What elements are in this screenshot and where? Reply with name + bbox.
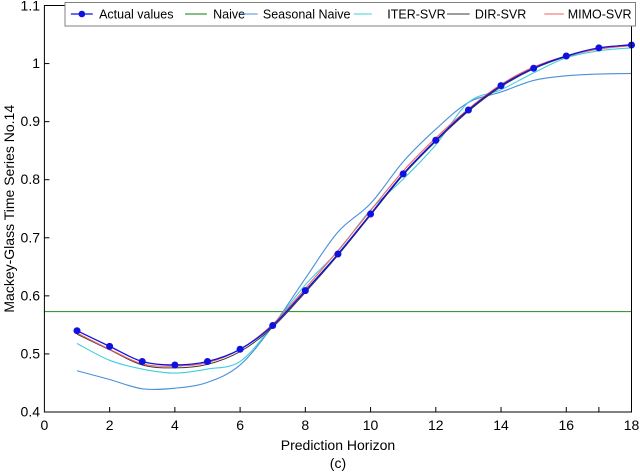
svg-text:0.8: 0.8: [21, 171, 41, 187]
svg-text:Prediction Horizon: Prediction Horizon: [281, 437, 395, 453]
svg-text:MIMO-SVR: MIMO-SVR: [568, 8, 632, 22]
svg-text:0.9: 0.9: [21, 113, 41, 129]
svg-text:(c): (c): [330, 455, 346, 471]
svg-text:Mackey-Glass Time Series No.14: Mackey-Glass Time Series No.14: [1, 105, 17, 313]
svg-text:0: 0: [41, 417, 49, 433]
svg-text:16: 16: [558, 417, 574, 433]
svg-text:4: 4: [171, 417, 179, 433]
svg-text:10: 10: [363, 417, 379, 433]
svg-text:6: 6: [236, 417, 244, 433]
svg-text:1: 1: [32, 55, 40, 71]
svg-text:Seasonal Naive: Seasonal Naive: [263, 8, 351, 22]
svg-text:0.5: 0.5: [21, 345, 41, 361]
svg-text:14: 14: [493, 417, 509, 433]
svg-text:0.7: 0.7: [21, 229, 41, 245]
svg-text:12: 12: [428, 417, 444, 433]
svg-text:18: 18: [624, 417, 640, 433]
svg-text:0.6: 0.6: [21, 287, 41, 303]
svg-text:1.1: 1.1: [21, 0, 41, 14]
svg-text:ITER-SVR: ITER-SVR: [387, 8, 445, 22]
svg-text:0.4: 0.4: [21, 404, 41, 420]
svg-text:Actual values: Actual values: [99, 8, 173, 22]
svg-text:DIR-SVR: DIR-SVR: [475, 8, 526, 22]
svg-text:2: 2: [106, 417, 114, 433]
svg-text:8: 8: [301, 417, 309, 433]
